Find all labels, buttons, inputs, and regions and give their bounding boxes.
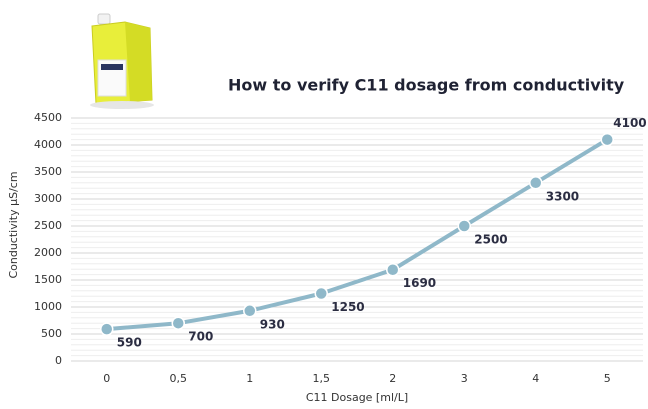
chart: How to verify C11 dosage from conductivi…: [0, 0, 648, 409]
chart-title: How to verify C11 dosage from conductivi…: [228, 76, 625, 95]
y-tick-label: 1500: [34, 273, 62, 286]
data-point: [101, 323, 113, 335]
product-image: [90, 14, 154, 109]
data-point: [387, 264, 399, 276]
data-point: [530, 177, 542, 189]
y-tick-label: 4500: [34, 111, 62, 124]
data-point: [315, 288, 327, 300]
y-tick-label: 4000: [34, 138, 62, 151]
x-axis-label: C11 Dosage [ml/L]: [306, 391, 408, 404]
y-tick-label: 3000: [34, 192, 62, 205]
y-tick-label: 2000: [34, 246, 62, 259]
x-tick-label: 3: [461, 372, 468, 385]
data-label: 930: [260, 317, 285, 331]
x-tick-label: 1: [246, 372, 253, 385]
y-tick-label: 1000: [34, 300, 62, 313]
y-tick-label: 3500: [34, 165, 62, 178]
y-axis-label: Conductivity µS/cm: [7, 171, 20, 278]
x-tick-label: 0: [103, 372, 110, 385]
data-label: 2500: [474, 233, 507, 247]
data-label: 4100: [613, 116, 646, 130]
data-label: 1690: [403, 276, 436, 290]
x-tick-label: 0,5: [170, 372, 188, 385]
data-point: [601, 134, 613, 146]
x-tick-label: 1,5: [313, 372, 331, 385]
data-label: 1250: [331, 300, 364, 314]
y-tick-label: 2500: [34, 219, 62, 232]
data-point: [458, 220, 470, 232]
data-point: [244, 305, 256, 317]
data-point: [172, 317, 184, 329]
data-label: 700: [188, 330, 213, 344]
x-tick-label: 2: [389, 372, 396, 385]
y-tick-label: 0: [55, 354, 62, 367]
data-label: 590: [117, 336, 142, 350]
x-tick-label: 4: [532, 372, 539, 385]
y-tick-label: 500: [41, 327, 62, 340]
x-tick-label: 5: [604, 372, 611, 385]
data-label: 3300: [546, 189, 579, 203]
